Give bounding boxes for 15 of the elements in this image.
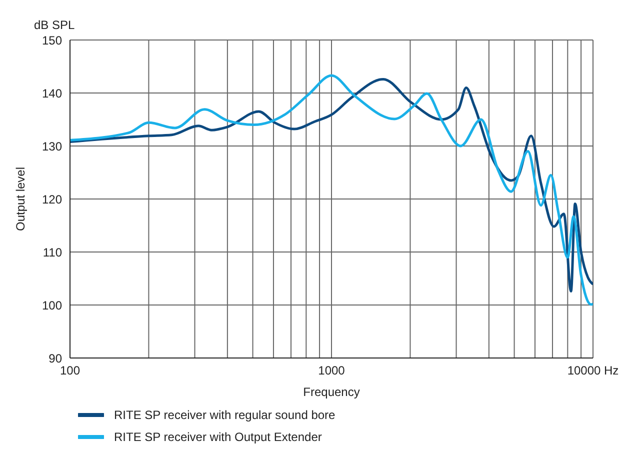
- y-tick-label: 130: [42, 139, 62, 154]
- legend-label: RITE SP receiver with regular sound bore: [114, 407, 336, 424]
- y-axis-title: Output level: [13, 166, 28, 232]
- y-tick-label: 100: [42, 298, 62, 312]
- y-tick-label: 150: [42, 33, 62, 48]
- legend-label: RITE SP receiver with Output Extender: [114, 429, 322, 446]
- y-tick-label: 120: [42, 192, 62, 206]
- y-tick-label: 90: [48, 351, 62, 366]
- y-tick-label: 140: [42, 86, 62, 100]
- x-tick-label: 10000 Hz: [567, 364, 619, 378]
- x-tick-label: 100: [60, 364, 80, 378]
- x-axis-title: Frequency: [303, 385, 360, 399]
- x-tick-label: 1000: [318, 364, 346, 378]
- y-tick-label: 110: [42, 245, 62, 260]
- text: dB SPL: [34, 18, 75, 32]
